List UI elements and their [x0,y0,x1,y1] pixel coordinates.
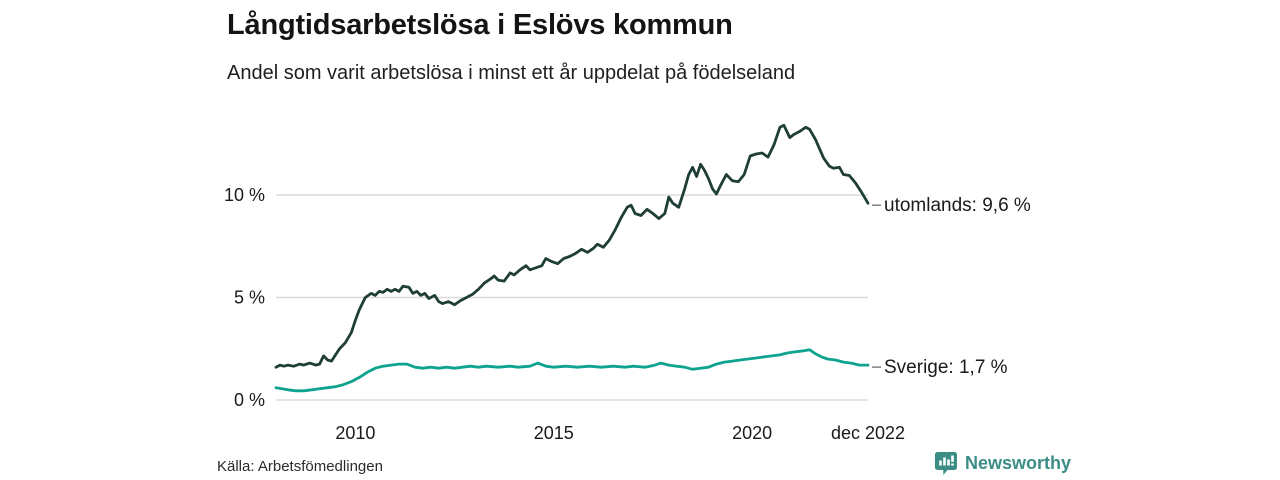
brand-logo: Newsworthy [934,451,1071,476]
brand-name: Newsworthy [965,453,1072,473]
y-tick-label: 5 % [234,288,265,308]
x-tick-label: 2010 [335,423,375,443]
chart-title: Långtidsarbetslösa i Eslövs kommun [227,9,733,41]
y-tick-label: 0 % [234,390,265,410]
x-tick-label: dec 2022 [831,423,905,443]
series-label-utomlands: utomlands: 9,6 % [884,195,1031,216]
newsworthy-speech-bubble-bar-chart-icon [934,451,958,476]
x-tick-label: 2015 [534,423,574,443]
series-label-sverige: Sverige: 1,7 % [884,357,1008,378]
source-note: Källa: Arbetsfömedlingen [217,458,383,475]
y-tick-label: 10 % [224,185,265,205]
series-line-utomlands [274,123,870,369]
series-line-sverige [274,348,870,393]
chart-subtitle: Andel som varit arbetslösa i minst ett å… [227,62,796,84]
x-tick-label: 2020 [732,423,772,443]
